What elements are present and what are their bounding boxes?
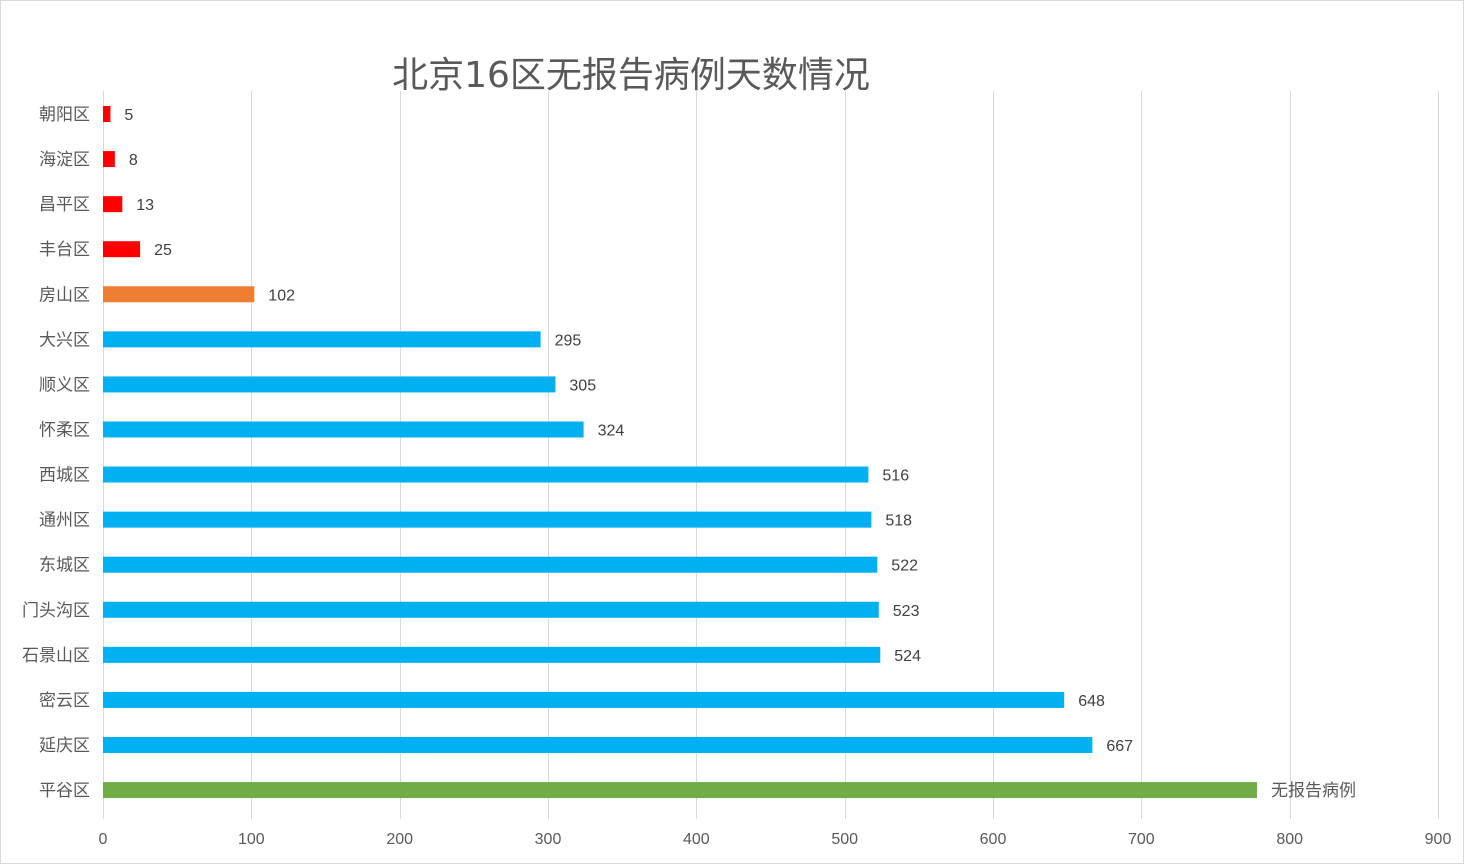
category-label: 顺义区 xyxy=(39,375,90,395)
x-tick-label: 0 xyxy=(99,831,108,848)
data-label: 102 xyxy=(268,287,295,304)
category-label: 丰台区 xyxy=(39,240,90,260)
data-label: 5 xyxy=(124,107,133,124)
category-label: 怀柔区 xyxy=(39,420,90,440)
category-label: 房山区 xyxy=(39,285,90,305)
bar xyxy=(103,782,1258,799)
x-tick-label: 200 xyxy=(386,831,413,848)
bar xyxy=(103,106,111,122)
x-tick-label: 300 xyxy=(535,831,562,848)
data-label: 667 xyxy=(1106,738,1133,755)
bar xyxy=(103,286,255,303)
category-label: 门头沟区 xyxy=(22,601,90,621)
data-label: 518 xyxy=(885,513,912,530)
data-label: 324 xyxy=(598,422,625,439)
data-label: 523 xyxy=(893,603,920,620)
data-label: 524 xyxy=(894,648,921,665)
category-label: 延庆区 xyxy=(39,736,90,756)
bar xyxy=(103,691,1065,708)
bar xyxy=(103,466,869,483)
bar xyxy=(103,151,115,168)
data-label: 25 xyxy=(154,242,172,259)
bar xyxy=(103,556,878,573)
x-tick-label: 400 xyxy=(683,831,710,848)
chart-title: 北京16区无报告病例天数情况 xyxy=(392,55,870,96)
x-tick-label: 900 xyxy=(1425,831,1452,848)
category-label: 通州区 xyxy=(39,511,90,531)
data-label: 648 xyxy=(1078,693,1105,710)
category-label: 西城区 xyxy=(39,466,90,486)
data-label: 516 xyxy=(882,468,909,485)
category-label: 大兴区 xyxy=(39,330,90,350)
bar xyxy=(103,646,881,663)
bar xyxy=(103,511,872,528)
x-tick-label: 500 xyxy=(831,831,858,848)
data-label: 13 xyxy=(136,197,154,214)
x-tick-label: 700 xyxy=(1128,831,1155,848)
category-label: 海淀区 xyxy=(39,150,90,170)
bar xyxy=(103,376,556,393)
bar xyxy=(103,736,1093,753)
category-label: 石景山区 xyxy=(22,646,90,666)
x-tick-label: 100 xyxy=(238,831,265,848)
bar xyxy=(103,331,541,348)
x-tick-label: 600 xyxy=(980,831,1007,848)
bar xyxy=(103,421,584,438)
bar xyxy=(103,196,123,213)
category-label: 平谷区 xyxy=(39,781,90,801)
data-label: 8 xyxy=(129,152,138,169)
bar xyxy=(103,601,879,618)
data-label: 无报告病例 xyxy=(1271,781,1356,801)
category-label: 昌平区 xyxy=(39,195,90,215)
data-label: 295 xyxy=(555,332,582,349)
data-label: 305 xyxy=(569,377,596,394)
data-label: 522 xyxy=(891,558,918,575)
bar xyxy=(103,241,141,258)
category-label: 朝阳区 xyxy=(39,105,90,125)
category-label: 东城区 xyxy=(39,556,90,576)
x-tick-label: 800 xyxy=(1276,831,1303,848)
category-label: 密云区 xyxy=(39,691,90,711)
